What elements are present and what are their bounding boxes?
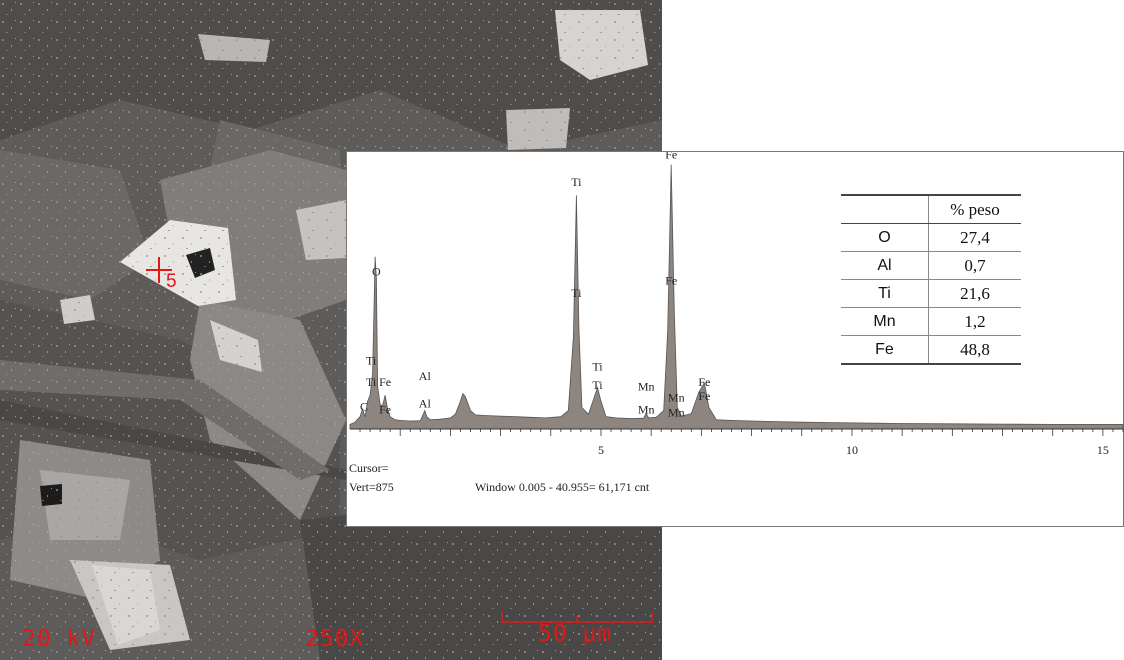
composition-value: 0,7 bbox=[928, 251, 1021, 280]
peak-label: Fe bbox=[665, 274, 677, 288]
sem-image bbox=[0, 0, 662, 660]
magnification-label: 250X bbox=[305, 626, 365, 652]
peak-label: Fe bbox=[698, 389, 710, 403]
composition-element: O bbox=[841, 223, 929, 252]
composition-row: Fe 48,8 bbox=[841, 335, 1021, 365]
composition-value: 27,4 bbox=[928, 223, 1021, 252]
peak-label: C bbox=[360, 400, 368, 414]
spot-marker-label: 5 bbox=[166, 271, 177, 292]
composition-value: 1,2 bbox=[928, 307, 1021, 336]
peak-label: Mn bbox=[668, 406, 685, 420]
eds-spectrum-panel: 5 10 15 O C Ti Ti Fe Fe Al Al Ti Ti Ti Ti Mn Mn Fe Fe Mn Mn F… bbox=[346, 151, 1124, 527]
composition-element: Al bbox=[841, 251, 929, 280]
composition-row: Al 0,7 bbox=[841, 251, 1021, 280]
composition-row: Mn 1,2 bbox=[841, 307, 1021, 336]
peak-label: Mn bbox=[638, 403, 655, 417]
composition-row: O 27,4 bbox=[841, 223, 1021, 252]
composition-table: % peso O 27,4 Al 0,7 Ti 21,6 Mn 1,2 Fe 4… bbox=[841, 194, 1021, 365]
peak-label: Ti bbox=[592, 360, 603, 374]
sem-micrograph: 5 20 kV 250X 50 µm bbox=[0, 0, 662, 660]
composition-element: Ti bbox=[841, 279, 929, 308]
scale-bar-label: 50 µm bbox=[538, 621, 613, 647]
window-readout: Window 0.005 - 40.955= 61,171 cnt bbox=[475, 480, 650, 494]
peak-label: Ti bbox=[366, 375, 377, 389]
x-tick-label: 10 bbox=[846, 443, 858, 457]
peak-label: O bbox=[372, 264, 381, 278]
x-tick-label: 15 bbox=[1097, 443, 1109, 457]
peak-label: Ti bbox=[592, 378, 603, 392]
composition-header-row: % peso bbox=[841, 194, 1021, 224]
spectrum-series-0 bbox=[349, 164, 1124, 430]
peak-label: Fe bbox=[379, 403, 391, 417]
peak-label: Fe bbox=[379, 375, 391, 389]
peak-label: Ti bbox=[366, 353, 377, 367]
peak-label: Mn bbox=[668, 390, 685, 404]
composition-value: 21,6 bbox=[928, 279, 1021, 308]
x-tick-label: 5 bbox=[598, 443, 604, 457]
composition-element: Fe bbox=[841, 335, 929, 365]
composition-value: 48,8 bbox=[928, 335, 1021, 365]
composition-element: Mn bbox=[841, 307, 929, 336]
peak-label: Ti bbox=[571, 175, 582, 189]
peak-label: Al bbox=[419, 396, 432, 410]
peak-label: Al bbox=[419, 369, 432, 383]
voltage-label: 20 kV bbox=[22, 626, 97, 652]
cursor-readout: Cursor= bbox=[349, 461, 389, 475]
composition-header-element bbox=[841, 194, 929, 224]
composition-row: Ti 21,6 bbox=[841, 279, 1021, 308]
peak-label: Ti bbox=[571, 286, 582, 300]
peak-label: Mn bbox=[638, 380, 655, 394]
peak-label: Fe bbox=[665, 152, 677, 161]
composition-header-value: % peso bbox=[928, 194, 1021, 224]
vert-readout: Vert=875 bbox=[349, 480, 394, 494]
peak-label: Fe bbox=[698, 375, 710, 389]
